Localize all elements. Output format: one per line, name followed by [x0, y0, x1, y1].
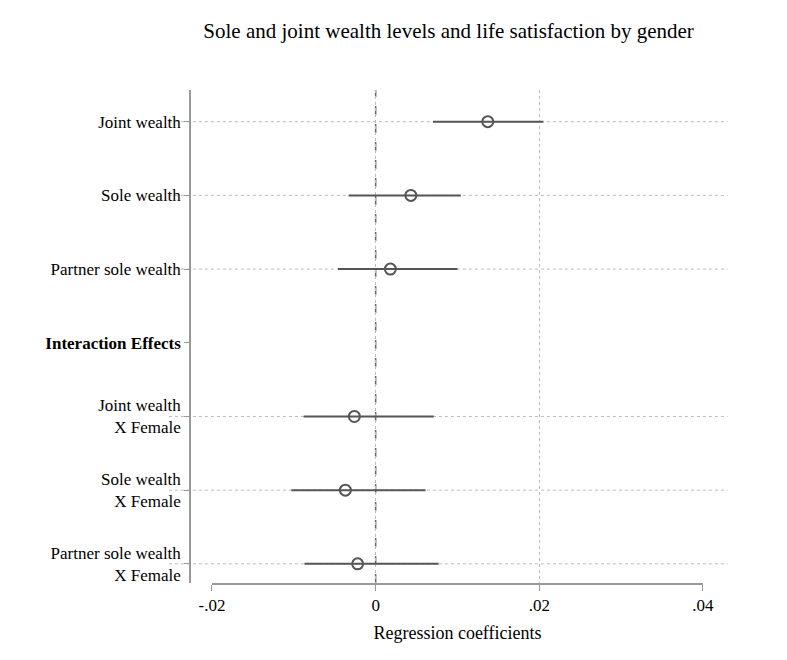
svg-text:0: 0 — [371, 596, 380, 615]
svg-text:Sole wealth: Sole wealth — [101, 186, 181, 205]
svg-text:.02: .02 — [529, 596, 550, 615]
svg-text:.04: .04 — [692, 596, 714, 615]
svg-text:Interaction Effects: Interaction Effects — [45, 334, 181, 353]
svg-text:Joint wealth: Joint wealth — [98, 113, 181, 132]
svg-text:Regression coefficients: Regression coefficients — [373, 623, 541, 643]
svg-text:Partner sole wealthX Female: Partner sole wealthX Female — [51, 544, 182, 585]
svg-text:Joint wealthX Female: Joint wealthX Female — [98, 396, 181, 437]
svg-text:-.02: -.02 — [199, 596, 226, 615]
svg-text:Partner sole wealth: Partner sole wealth — [51, 260, 182, 279]
svg-text:Sole and joint wealth levels a: Sole and joint wealth levels and life sa… — [203, 19, 693, 43]
svg-text:Sole wealthX Female: Sole wealthX Female — [101, 470, 181, 511]
